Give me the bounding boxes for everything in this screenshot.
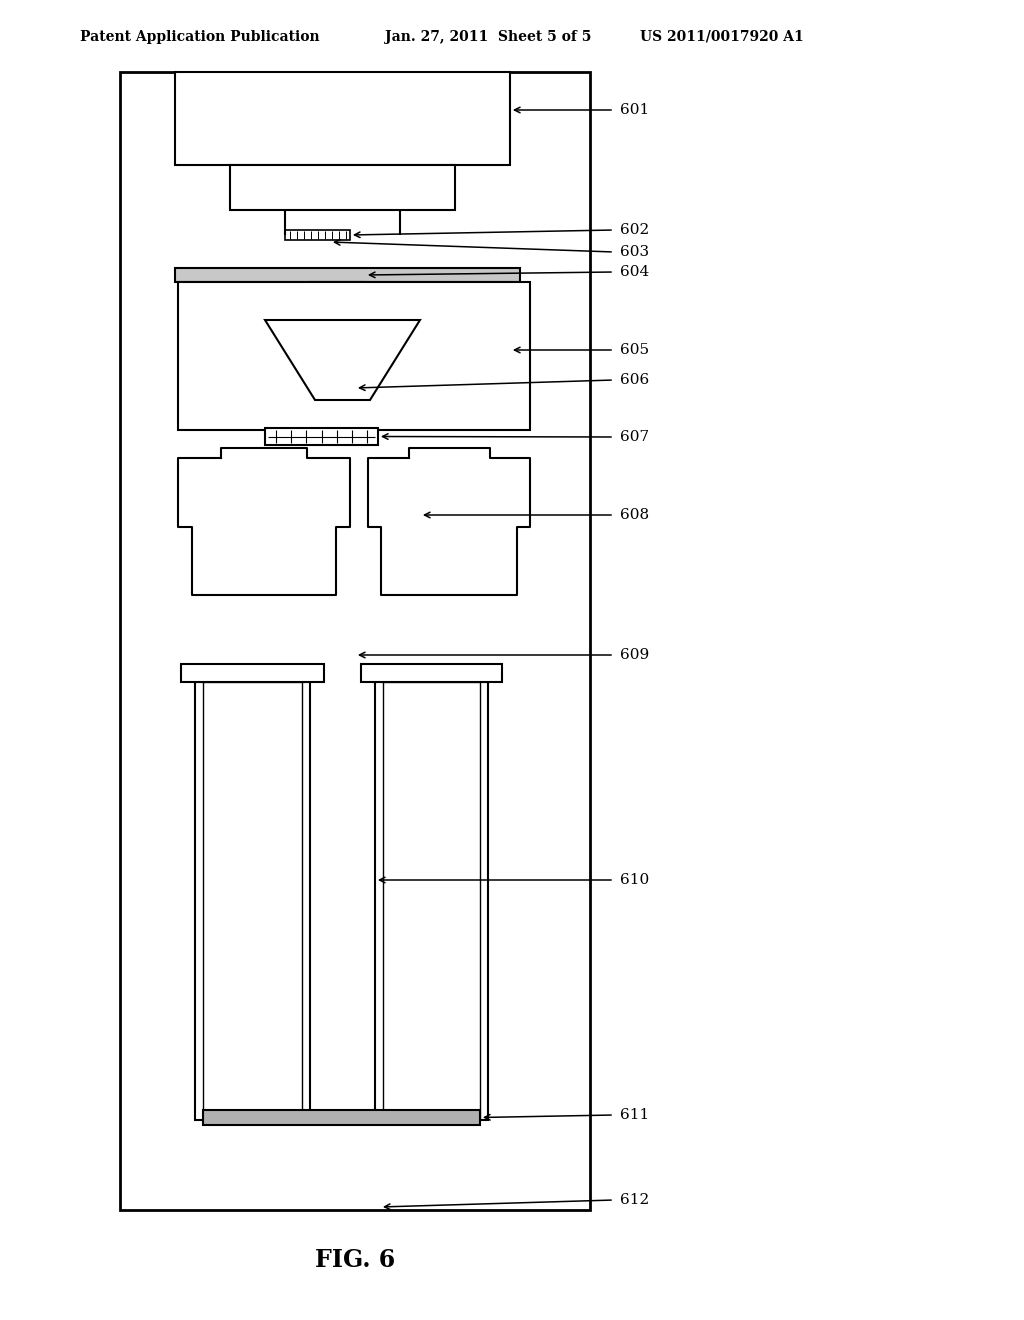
Text: Jan. 27, 2011  Sheet 5 of 5: Jan. 27, 2011 Sheet 5 of 5 <box>385 30 592 44</box>
Bar <box>265 428 378 445</box>
Bar <box>285 230 350 240</box>
Bar <box>310 282 365 319</box>
Text: 610: 610 <box>620 873 649 887</box>
Text: 604: 604 <box>620 265 649 279</box>
Bar <box>203 1110 480 1125</box>
Text: 608: 608 <box>620 508 649 521</box>
Text: US 2011/0017920 A1: US 2011/0017920 A1 <box>640 30 804 44</box>
Text: 605: 605 <box>620 343 649 356</box>
Bar <box>175 268 520 282</box>
Text: 607: 607 <box>620 430 649 444</box>
Text: 603: 603 <box>620 246 649 259</box>
Bar <box>203 682 302 1119</box>
Text: 601: 601 <box>620 103 649 117</box>
Bar <box>195 682 310 1119</box>
Text: 609: 609 <box>620 648 649 663</box>
Text: Patent Application Publication: Patent Application Publication <box>80 30 319 44</box>
Text: 611: 611 <box>620 1107 649 1122</box>
Bar <box>120 73 590 1210</box>
Text: 612: 612 <box>620 1193 649 1206</box>
Bar <box>178 282 530 430</box>
Text: 602: 602 <box>620 223 649 238</box>
Bar <box>361 664 502 682</box>
Text: 606: 606 <box>620 374 649 387</box>
Bar <box>375 682 488 1119</box>
Bar <box>230 165 455 210</box>
Bar <box>175 73 510 165</box>
Text: FIG. 6: FIG. 6 <box>314 1247 395 1272</box>
Bar <box>383 682 480 1119</box>
Bar <box>181 664 324 682</box>
